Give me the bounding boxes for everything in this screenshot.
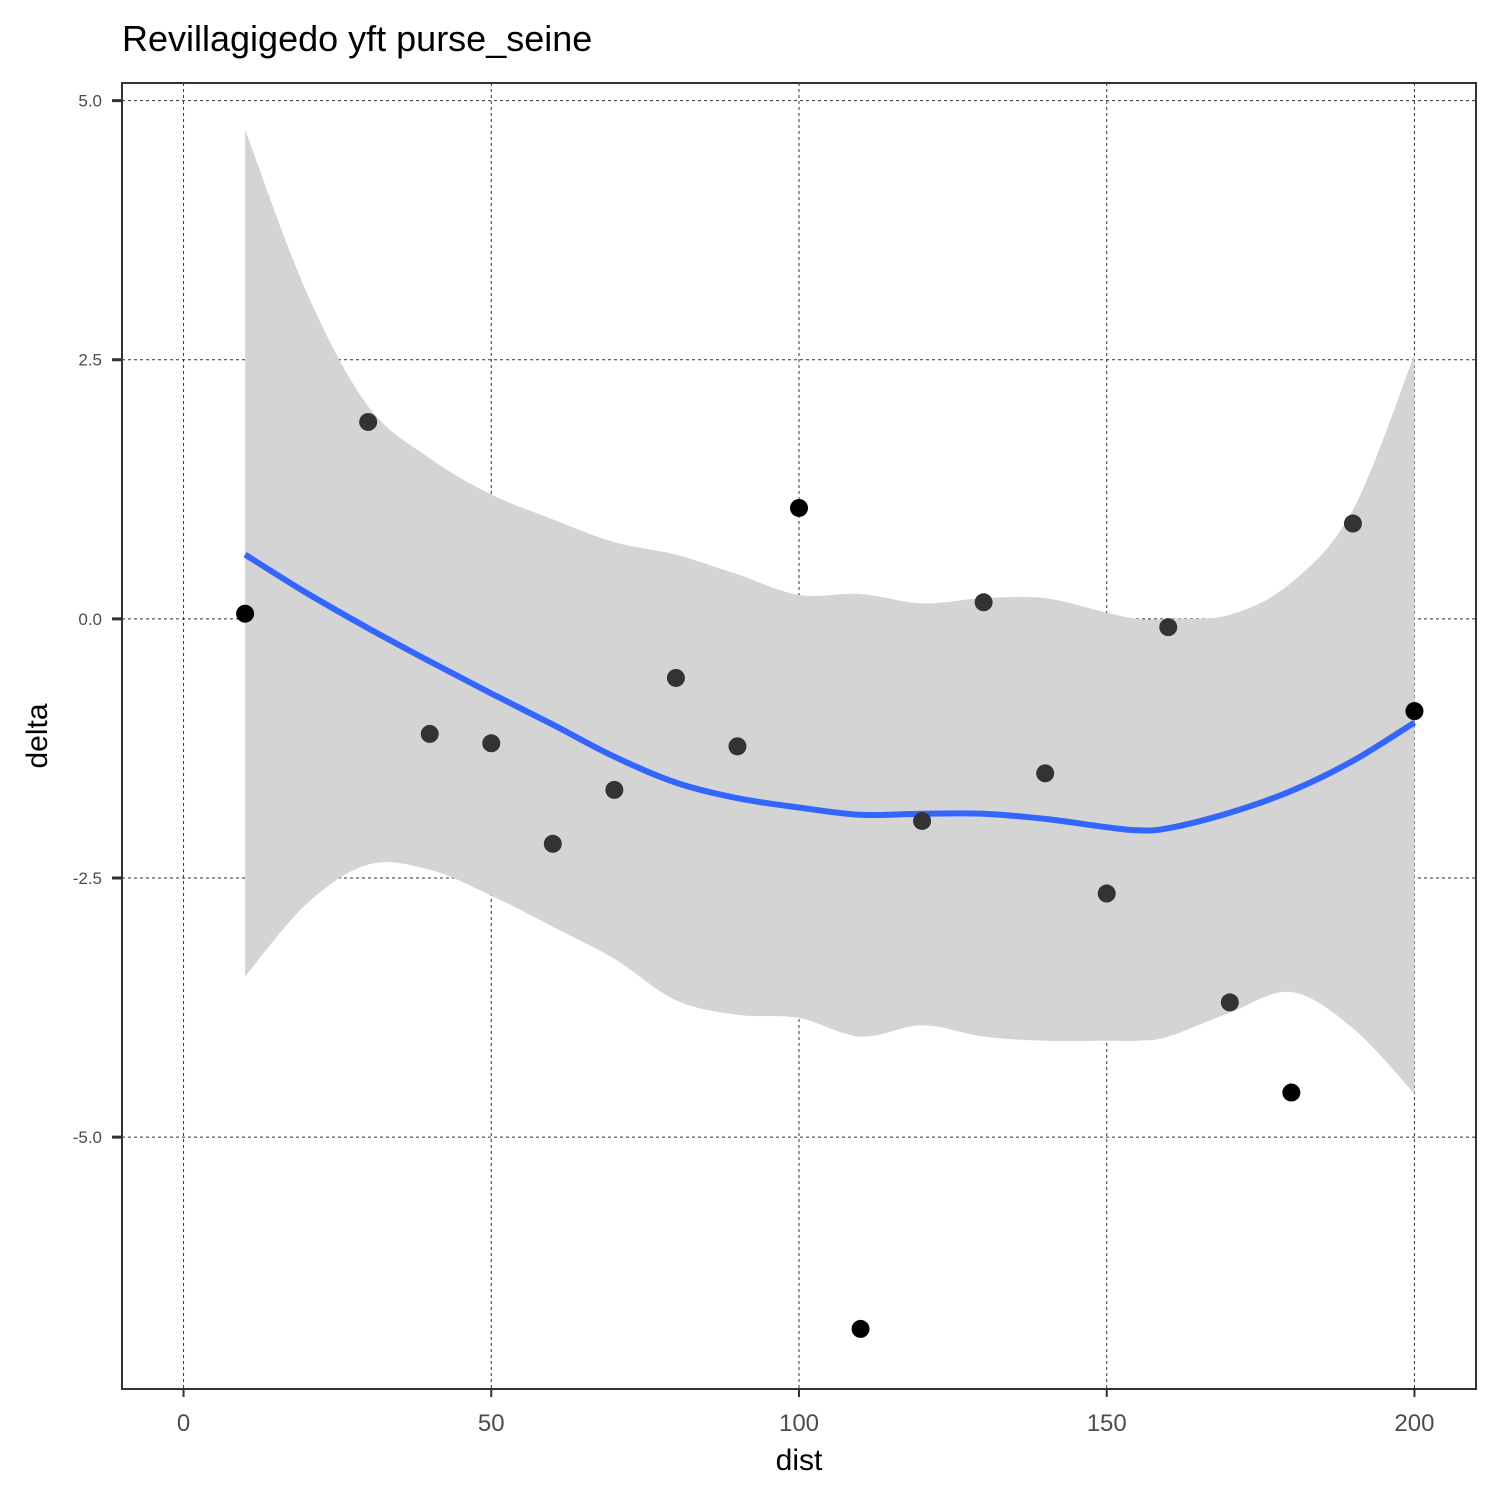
data-point	[851, 1319, 870, 1338]
x-axis-title: dist	[776, 1444, 823, 1477]
data-point	[359, 412, 378, 431]
x-tick-label: 100	[779, 1410, 819, 1437]
confidence-band-layer	[245, 129, 1415, 1094]
data-point	[666, 668, 685, 687]
x-tick-label: 0	[177, 1410, 190, 1437]
data-point	[482, 734, 501, 753]
data-point	[913, 811, 932, 830]
y-tick-label: -5.0	[73, 1128, 102, 1147]
data-point	[790, 498, 808, 517]
data-point	[543, 834, 562, 853]
y-tick-label: 2.5	[78, 351, 102, 370]
x-tick-label: 150	[1087, 1410, 1127, 1437]
data-point	[1282, 1083, 1301, 1102]
data-point	[1405, 702, 1424, 721]
x-tick-label: 50	[478, 1410, 505, 1437]
data-point	[974, 593, 993, 612]
data-point	[728, 737, 747, 756]
data-point	[1036, 764, 1055, 783]
plot-area	[121, 82, 1477, 1390]
y-tick-label: 0.0	[78, 610, 102, 629]
data-point	[1097, 884, 1116, 903]
data-point	[605, 780, 624, 799]
y-tick-label: 5.0	[78, 92, 102, 111]
y-axis: -5.0 -2.5 0.0 2.5 5.0	[73, 92, 122, 1147]
data-point	[420, 724, 439, 743]
points-layer	[236, 412, 1424, 1338]
smooth-line-layer	[243, 552, 1417, 834]
x-tick-label: 200	[1394, 1410, 1434, 1437]
data-point	[236, 604, 255, 623]
data-point	[1159, 618, 1178, 637]
x-axis: 0 50 100 150 200	[177, 1389, 1434, 1437]
confidence-band	[245, 129, 1415, 1094]
y-axis-title: delta	[21, 703, 54, 768]
data-point	[1343, 514, 1362, 533]
smooth-line	[243, 552, 1417, 834]
data-point	[1220, 993, 1239, 1012]
chart-title: Revillagigedo yft purse_seine	[122, 18, 592, 59]
y-tick-label: -2.5	[73, 869, 102, 888]
